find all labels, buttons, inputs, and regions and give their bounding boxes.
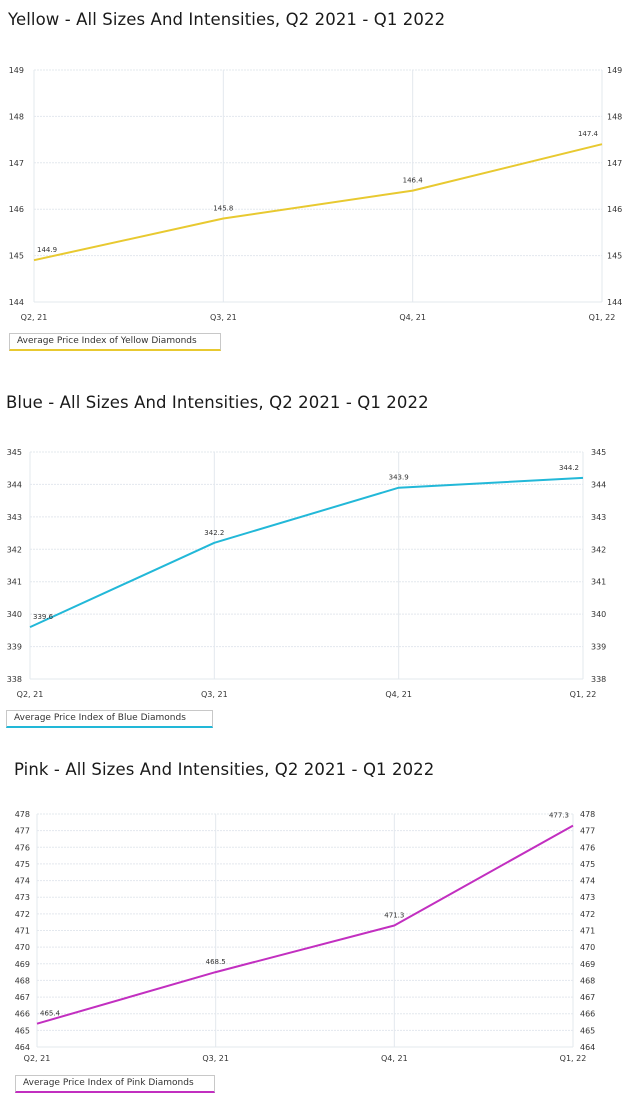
chart-title: Blue - All Sizes And Intensities, Q2 202…: [6, 393, 429, 412]
y-tick-left: 340: [7, 610, 22, 619]
data-label: 343.9: [389, 474, 409, 482]
y-tick-right: 339: [591, 643, 606, 652]
y-tick-left: 146: [9, 205, 24, 214]
y-tick-left: 342: [7, 545, 22, 554]
y-tick-left: 147: [9, 159, 24, 168]
y-tick-right: 338: [591, 675, 606, 684]
chart-title: Pink - All Sizes And Intensities, Q2 202…: [14, 760, 435, 779]
y-tick-right: 465: [580, 1026, 595, 1035]
y-tick-right: 466: [580, 1010, 595, 1019]
y-tick-left: 338: [7, 675, 22, 684]
y-tick-right: 345: [591, 448, 606, 457]
y-tick-left: 144: [9, 298, 24, 307]
data-label: 344.2: [559, 464, 579, 472]
y-tick-left: 469: [15, 960, 30, 969]
x-tick-label: Q3, 21: [210, 313, 237, 322]
y-tick-right: 471: [580, 927, 595, 936]
y-tick-right: 477: [580, 827, 595, 836]
x-tick-label: Q4, 21: [381, 1054, 408, 1063]
y-tick-right: 478: [580, 810, 595, 819]
y-tick-right: 144: [607, 298, 622, 307]
data-label: 468.5: [206, 958, 226, 966]
y-tick-right: 343: [591, 513, 606, 522]
y-tick-left: 475: [15, 860, 30, 869]
chart-1: 338 338 339 339 340 340 341 341 342 342 343 343 344 3…: [7, 448, 607, 699]
y-tick-left: 149: [9, 66, 24, 75]
x-tick-label: Q1, 22: [589, 313, 616, 322]
y-tick-right: 470: [580, 943, 595, 952]
y-tick-left: 478: [15, 810, 30, 819]
data-label: 146.4: [403, 177, 424, 185]
y-tick-left: 341: [7, 578, 22, 587]
y-tick-right: 149: [607, 66, 622, 75]
y-tick-left: 343: [7, 513, 22, 522]
y-tick-right: 475: [580, 860, 595, 869]
y-tick-right: 469: [580, 960, 595, 969]
y-tick-left: 476: [15, 843, 30, 852]
data-label: 145.8: [213, 204, 233, 212]
y-tick-right: 474: [580, 877, 595, 886]
y-tick-right: 344: [591, 480, 606, 489]
x-tick-label: Q4, 21: [385, 690, 412, 699]
x-tick-label: Q1, 22: [560, 1054, 587, 1063]
legend-entry[interactable]: Average Price Index of Pink Diamonds: [15, 1075, 215, 1093]
y-tick-left: 467: [15, 993, 30, 1002]
y-tick-right: 342: [591, 545, 606, 554]
y-tick-left: 465: [15, 1026, 30, 1035]
y-tick-right: 146: [607, 205, 622, 214]
y-tick-left: 339: [7, 643, 22, 652]
x-tick-label: Q2, 21: [17, 690, 44, 699]
series-line: [29, 476, 584, 629]
y-tick-left: 473: [15, 893, 30, 902]
y-tick-right: 340: [591, 610, 606, 619]
y-tick-left: 345: [7, 448, 22, 457]
y-tick-right: 472: [580, 910, 595, 919]
y-tick-left: 471: [15, 927, 30, 936]
data-label: 342.2: [204, 529, 224, 537]
data-label: 339.6: [33, 613, 54, 621]
y-tick-right: 147: [607, 159, 622, 168]
chart-title: Yellow - All Sizes And Intensities, Q2 2…: [8, 10, 446, 29]
chart-2: 464 464 465 465 466 466 467 467 468 468 469 469 470 4…: [15, 810, 596, 1063]
x-tick-label: Q2, 21: [24, 1054, 51, 1063]
x-tick-label: Q2, 21: [21, 313, 48, 322]
legend-entry[interactable]: Average Price Index of Yellow Diamonds: [9, 333, 221, 351]
series-line: [33, 143, 603, 262]
y-tick-right: 467: [580, 993, 595, 1002]
y-tick-left: 466: [15, 1010, 30, 1019]
y-tick-right: 341: [591, 578, 606, 587]
data-label: 471.3: [384, 912, 404, 920]
y-tick-left: 464: [15, 1043, 30, 1052]
data-label: 477.3: [549, 812, 569, 820]
y-tick-right: 464: [580, 1043, 595, 1052]
y-tick-right: 148: [607, 112, 622, 121]
y-tick-left: 344: [7, 480, 22, 489]
y-tick-left: 468: [15, 976, 30, 985]
y-tick-right: 476: [580, 843, 595, 852]
y-tick-left: 472: [15, 910, 30, 919]
x-tick-label: Q1, 22: [570, 690, 597, 699]
data-label: 147.4: [578, 130, 599, 138]
legend-entry[interactable]: Average Price Index of Blue Diamonds: [6, 710, 213, 728]
y-tick-left: 145: [9, 252, 24, 261]
y-tick-right: 473: [580, 893, 595, 902]
series-line: [36, 824, 574, 1025]
y-tick-left: 474: [15, 877, 30, 886]
y-tick-right: 145: [607, 252, 622, 261]
y-tick-left: 477: [15, 827, 30, 836]
chart-0: 144 144 145 145 146 146 147 147 148 148 149 149 Q2, …: [9, 66, 623, 322]
y-tick-right: 468: [580, 976, 595, 985]
y-tick-left: 148: [9, 112, 24, 121]
x-tick-label: Q3, 21: [202, 1054, 229, 1063]
x-tick-label: Q4, 21: [399, 313, 426, 322]
y-tick-left: 470: [15, 943, 30, 952]
x-tick-label: Q3, 21: [201, 690, 228, 699]
data-label: 144.9: [37, 246, 57, 254]
data-label: 465.4: [40, 1010, 61, 1018]
